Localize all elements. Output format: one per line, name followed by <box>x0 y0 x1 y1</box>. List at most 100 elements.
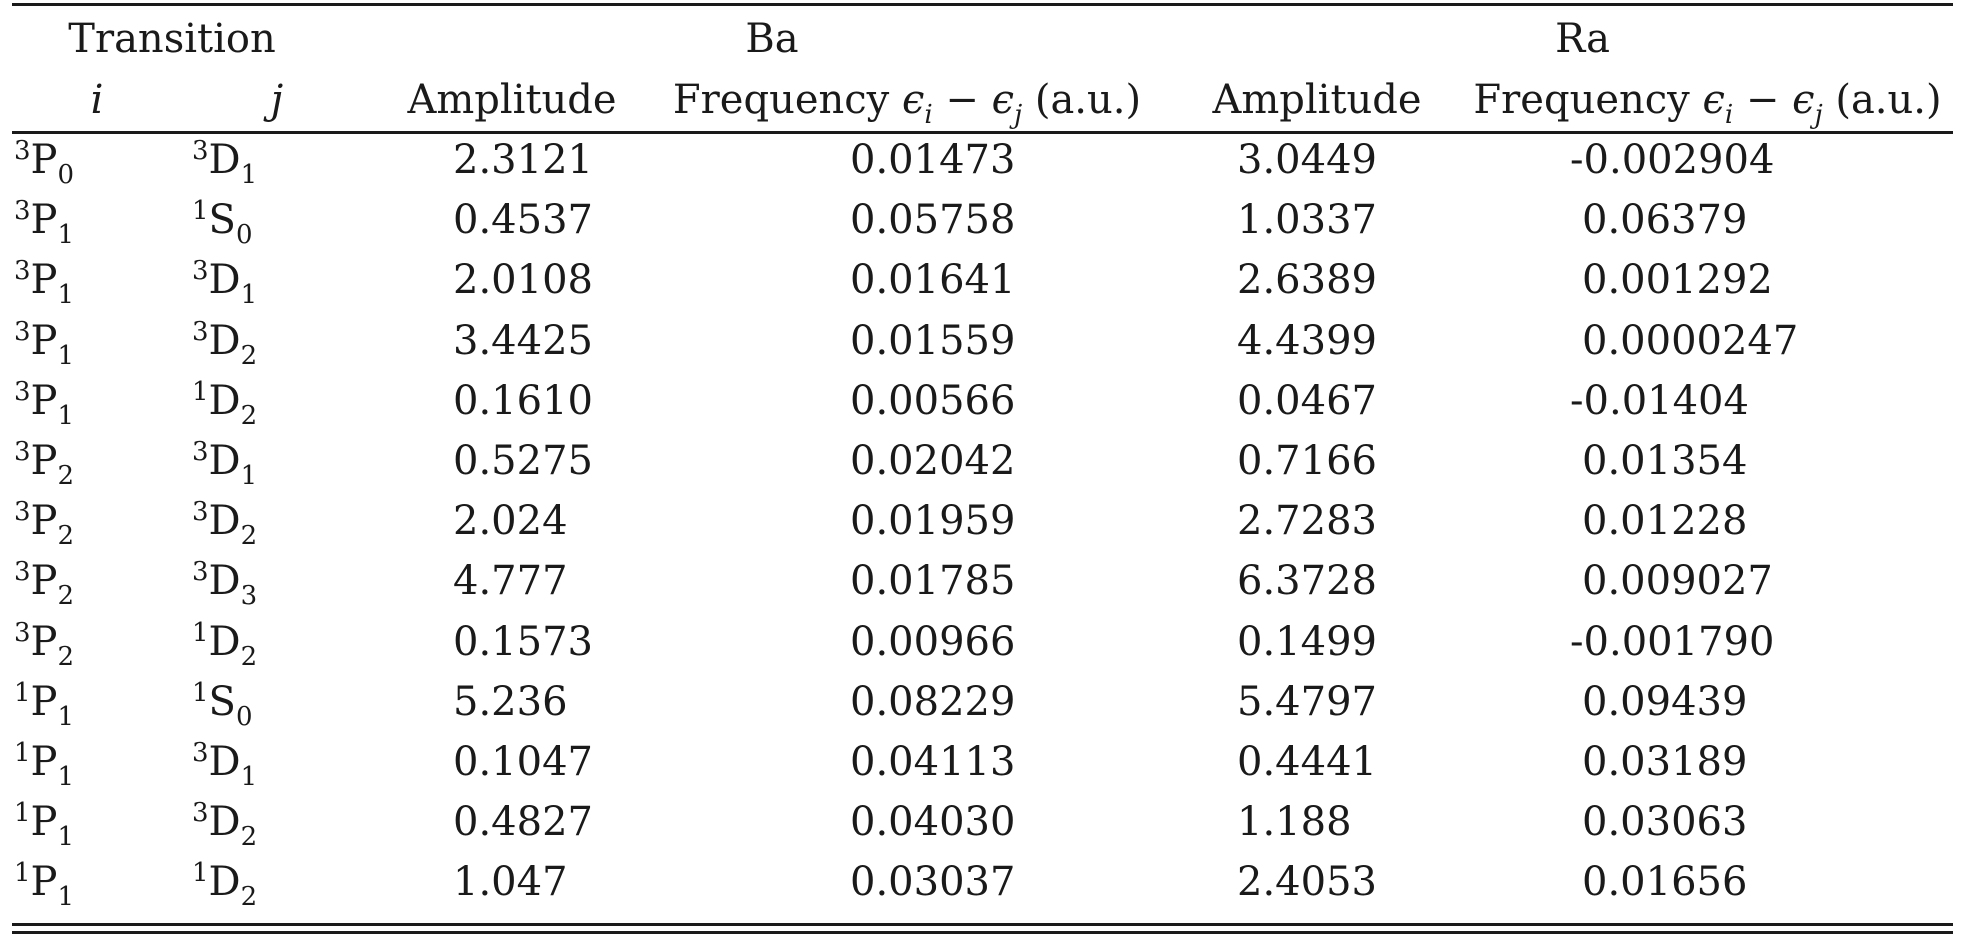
ba-amplitude-cell: 0.5275 <box>453 438 593 485</box>
ba-amplitude-cell: 2.024 <box>453 498 568 545</box>
ba-group-header: Ba <box>745 16 799 62</box>
initial-state-cell: 3P2 <box>12 551 182 611</box>
initial-multiplicity: 3 <box>14 557 31 588</box>
final-j-value: 3 <box>240 581 258 612</box>
ra-frequency-cell: -0.01404 <box>1570 377 1749 424</box>
initial-term: P <box>30 137 58 184</box>
initial-multiplicity: 3 <box>14 136 31 167</box>
final-state-cell: 1S0 <box>182 190 332 250</box>
table-row: 3P1 1D2 0.1610 0.00566 0.0467 -0.01404 <box>12 371 1953 431</box>
final-state-cell: 1D2 <box>182 371 332 431</box>
ra-amplitude-cell: 6.3728 <box>1237 558 1377 605</box>
ba-frequency-cell: 0.02042 <box>850 438 1016 485</box>
ba-frequency-cell: 0.04113 <box>850 738 1016 785</box>
ba-amplitude-cell: 4.777 <box>453 558 568 605</box>
ra-amplitude-cell: 5.4797 <box>1237 678 1377 725</box>
epsilon-i-symbol: ϵ <box>901 77 925 123</box>
initial-j-value: 1 <box>57 400 75 431</box>
transition-table: Transition Ba Ra i j Amplitude Frequency… <box>12 8 1953 912</box>
final-multiplicity: 3 <box>192 136 209 167</box>
final-state-cell: 3D2 <box>182 491 332 551</box>
initial-j-value: 0 <box>57 160 75 191</box>
final-term: S <box>208 197 236 244</box>
ra-frequency-cell: 0.009027 <box>1582 558 1773 605</box>
initial-term: P <box>30 317 58 364</box>
initial-state-cell: 1P1 <box>12 672 182 732</box>
ba-frequency-cell: 0.01559 <box>850 317 1016 364</box>
initial-term: P <box>30 799 58 846</box>
ba-frequency-cell: 0.01785 <box>850 558 1016 605</box>
final-term: D <box>208 618 241 665</box>
initial-state-cell: 1P1 <box>12 792 182 852</box>
subscript-j: j <box>1814 100 1823 130</box>
initial-multiplicity: 3 <box>14 617 31 648</box>
table-row: 3P2 3D2 2.024 0.01959 2.7283 0.01228 <box>12 491 1953 551</box>
initial-j-value: 2 <box>57 581 75 612</box>
initial-state-cell: 3P2 <box>12 612 182 672</box>
ra-amplitude-cell: 3.0449 <box>1237 137 1377 184</box>
final-state-cell: 3D2 <box>182 311 332 371</box>
final-j-value: 2 <box>240 641 258 672</box>
initial-term: P <box>30 438 58 485</box>
ba-amplitude-cell: 1.047 <box>453 859 568 906</box>
table-row: 1P1 1S0 5.236 0.08229 5.4797 0.09439 <box>12 672 1953 732</box>
ra-frequency-cell: -0.001790 <box>1570 618 1775 665</box>
initial-multiplicity: 1 <box>14 677 31 708</box>
ba-amplitude-cell: 0.1047 <box>453 738 593 785</box>
final-multiplicity: 3 <box>192 256 209 287</box>
final-state-cell: 1D2 <box>182 612 332 672</box>
subscript-i: i <box>924 100 933 130</box>
final-term: D <box>208 558 241 605</box>
final-j-value: 2 <box>240 521 258 552</box>
final-state-cell: 3D1 <box>182 431 332 491</box>
table-row: 1P1 3D1 0.1047 0.04113 0.4441 0.03189 <box>12 732 1953 792</box>
ba-frequency-cell: 0.00566 <box>850 377 1016 424</box>
initial-state-cell: 3P1 <box>12 371 182 431</box>
ba-amplitude-cell: 3.4425 <box>453 317 593 364</box>
ba-amplitude-cell: 5.236 <box>453 678 568 725</box>
final-multiplicity: 3 <box>192 437 209 468</box>
initial-term: P <box>30 377 58 424</box>
final-j-value: 2 <box>240 340 258 371</box>
final-multiplicity: 3 <box>192 497 209 528</box>
j-column-header: j <box>270 77 284 123</box>
initial-j-value: 1 <box>57 761 75 792</box>
ba-frequency-header: Frequency ϵi − ϵj (a.u.) <box>632 70 1152 130</box>
group-header-row: Transition Ba Ra <box>12 8 1953 70</box>
ba-frequency-cell: 0.00966 <box>850 618 1016 665</box>
ra-frequency-cell: 0.01228 <box>1582 498 1748 545</box>
initial-term: P <box>30 859 58 906</box>
initial-state-cell: 3P2 <box>12 491 182 551</box>
final-term: D <box>208 137 241 184</box>
final-term: D <box>208 257 241 304</box>
ba-frequency-cell: 0.01473 <box>850 137 1016 184</box>
final-term: D <box>208 377 241 424</box>
ra-amplitude-cell: 2.4053 <box>1237 859 1377 906</box>
initial-multiplicity: 1 <box>14 858 31 889</box>
final-j-value: 1 <box>240 280 258 311</box>
ra-amplitude-cell: 0.7166 <box>1237 438 1377 485</box>
initial-multiplicity: 3 <box>14 196 31 227</box>
final-state-cell: 1S0 <box>182 672 332 732</box>
ra-frequency-cell: 0.09439 <box>1582 678 1748 725</box>
final-state-cell: 1D2 <box>182 852 332 912</box>
final-multiplicity: 3 <box>192 316 209 347</box>
final-j-value: 1 <box>240 160 258 191</box>
ba-amplitude-cell: 0.1610 <box>453 377 593 424</box>
top-rule <box>12 3 1953 6</box>
minus-sign: − <box>1733 77 1793 123</box>
table-row: 3P2 3D3 4.777 0.01785 6.3728 0.009027 <box>12 551 1953 611</box>
initial-multiplicity: 3 <box>14 497 31 528</box>
initial-j-value: 2 <box>57 521 75 552</box>
ba-frequency-label: Frequency <box>672 77 902 123</box>
final-multiplicity: 1 <box>192 376 209 407</box>
table-row: 3P2 3D1 0.5275 0.02042 0.7166 0.01354 <box>12 431 1953 491</box>
ra-amplitude-cell: 4.4399 <box>1237 317 1377 364</box>
initial-j-value: 1 <box>57 220 75 251</box>
final-term: D <box>208 738 241 785</box>
minus-sign: − <box>932 77 992 123</box>
initial-state-cell: 3P1 <box>12 250 182 310</box>
ba-amplitude-cell: 2.3121 <box>453 137 593 184</box>
final-term: D <box>208 799 241 846</box>
ra-frequency-cell: 0.03189 <box>1582 738 1748 785</box>
